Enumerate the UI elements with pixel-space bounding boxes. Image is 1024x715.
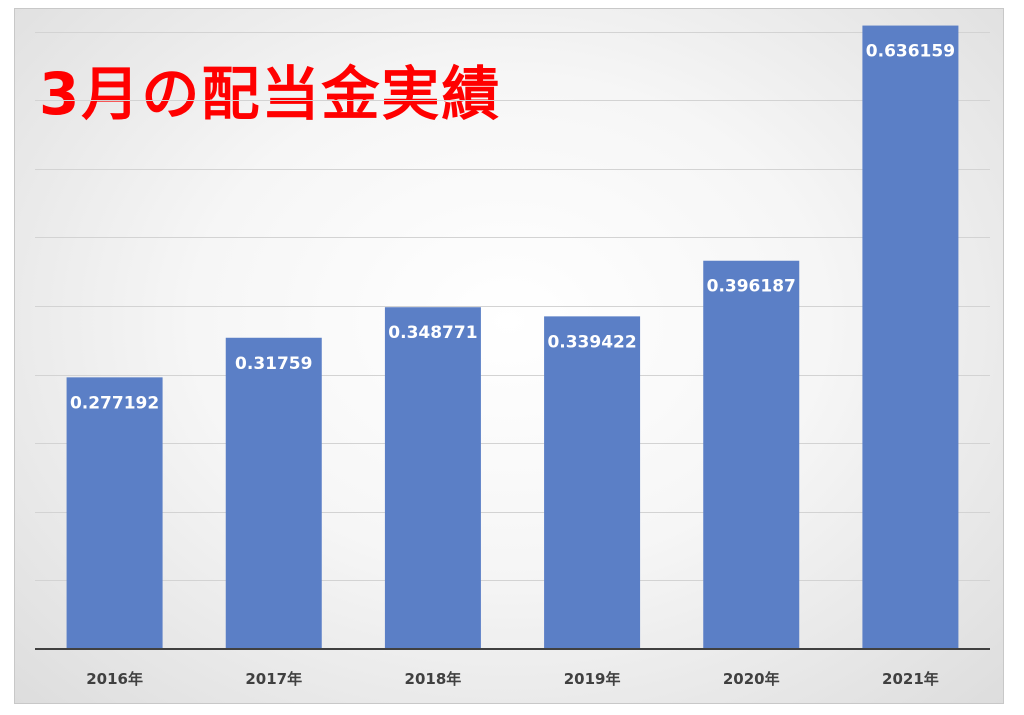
bar-chart-plot: 0.277192 2016年 0.31759 2017年 0.348771 2018年 0.… (35, 25, 990, 688)
x-tick-label: 2017年 (245, 670, 302, 688)
x-tick-label: 2021年 (882, 670, 939, 688)
data-label: 0.31759 (235, 354, 312, 374)
bar (384, 307, 481, 649)
bar (703, 260, 800, 649)
data-label: 0.277192 (70, 393, 159, 413)
data-label: 0.636159 (866, 42, 955, 62)
bar (225, 337, 322, 649)
bar (862, 25, 959, 649)
data-label: 0.348771 (388, 323, 477, 343)
chart-title: 3月の配当金実績 (39, 60, 502, 128)
x-tick-label: 2016年 (86, 670, 143, 688)
x-tick-label: 2018年 (405, 670, 462, 688)
bar (544, 316, 641, 649)
x-tick-label: 2019年 (564, 670, 621, 688)
bar (66, 377, 163, 649)
data-label: 0.396187 (707, 277, 796, 297)
data-label: 0.339422 (547, 332, 636, 352)
chart-area: 3月の配当金実績 0.277192 2016年 0.31759 2017年 0.3487… (14, 8, 1004, 704)
x-tick-label: 2020年 (723, 670, 780, 688)
